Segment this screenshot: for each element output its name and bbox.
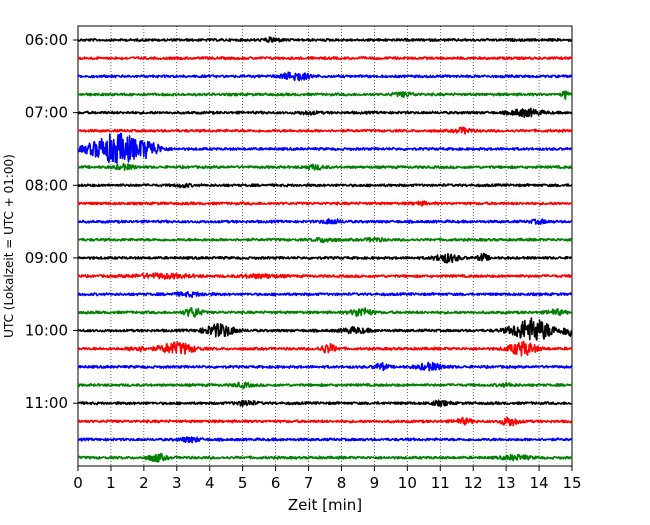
x-tick-label: 11 (431, 474, 450, 492)
trace-0615 (77, 55, 573, 61)
y-tick-label: 07:00 (25, 104, 68, 122)
x-tick-label: 1 (106, 474, 116, 492)
x-tick-label: 10 (398, 474, 417, 492)
trace-0930 (77, 290, 573, 298)
grid-lines (110, 26, 540, 466)
x-tick-label: 0 (73, 474, 83, 492)
trace-0745 (77, 162, 573, 171)
trace-1145 (77, 452, 573, 463)
y-axis-label: UTC (Lokalzeit = UTC + 01:00) (2, 154, 16, 338)
x-tick-label: 3 (172, 474, 182, 492)
trace-1100 (77, 399, 573, 408)
x-tick-label: 14 (530, 474, 549, 492)
trace-0645 (77, 90, 573, 100)
x-tick-label: 7 (304, 474, 314, 492)
y-tick-label: 08:00 (25, 176, 68, 194)
x-tick-label: 9 (370, 474, 380, 492)
y-tick-label: 10:00 (25, 322, 68, 340)
x-axis: 0 1 2 3 4 5 6 7 8 9 10 11 12 13 14 15 (73, 466, 582, 492)
trace-0830 (77, 218, 573, 225)
trace-1045 (77, 381, 573, 390)
trace-1115 (77, 416, 573, 427)
trace-0845 (77, 236, 573, 244)
trace-1015 (77, 340, 573, 357)
y-tick-label: 06:00 (25, 31, 68, 49)
y-tick-label: 09:00 (25, 249, 68, 267)
trace-0900 (77, 252, 573, 264)
x-tick-label: 8 (337, 474, 347, 492)
x-tick-label: 4 (205, 474, 215, 492)
trace-1000 (77, 317, 573, 341)
y-axis: 06:00 07:00 08:00 09:00 10:00 11:00 (25, 31, 78, 412)
trace-0630 (77, 71, 573, 82)
trace-layer (77, 36, 573, 463)
trace-0815 (77, 200, 573, 207)
trace-0700 (77, 107, 573, 119)
x-tick-label: 5 (238, 474, 248, 492)
x-axis-label: Zeit [min] (288, 496, 362, 514)
trace-0600 (77, 36, 573, 43)
x-tick-label: 6 (271, 474, 281, 492)
x-tick-label: 12 (464, 474, 483, 492)
trace-0800 (77, 182, 573, 189)
trace-0945 (77, 307, 573, 318)
x-tick-label: 15 (562, 474, 581, 492)
trace-0730 (77, 132, 573, 164)
x-tick-label: 13 (497, 474, 516, 492)
trace-0915 (77, 272, 573, 280)
x-tick-label: 2 (139, 474, 149, 492)
trace-1130 (77, 436, 573, 444)
y-tick-label: 11:00 (25, 394, 68, 412)
trace-0715 (77, 126, 573, 135)
trace-1030 (77, 361, 573, 372)
plot-frame (77, 25, 573, 467)
